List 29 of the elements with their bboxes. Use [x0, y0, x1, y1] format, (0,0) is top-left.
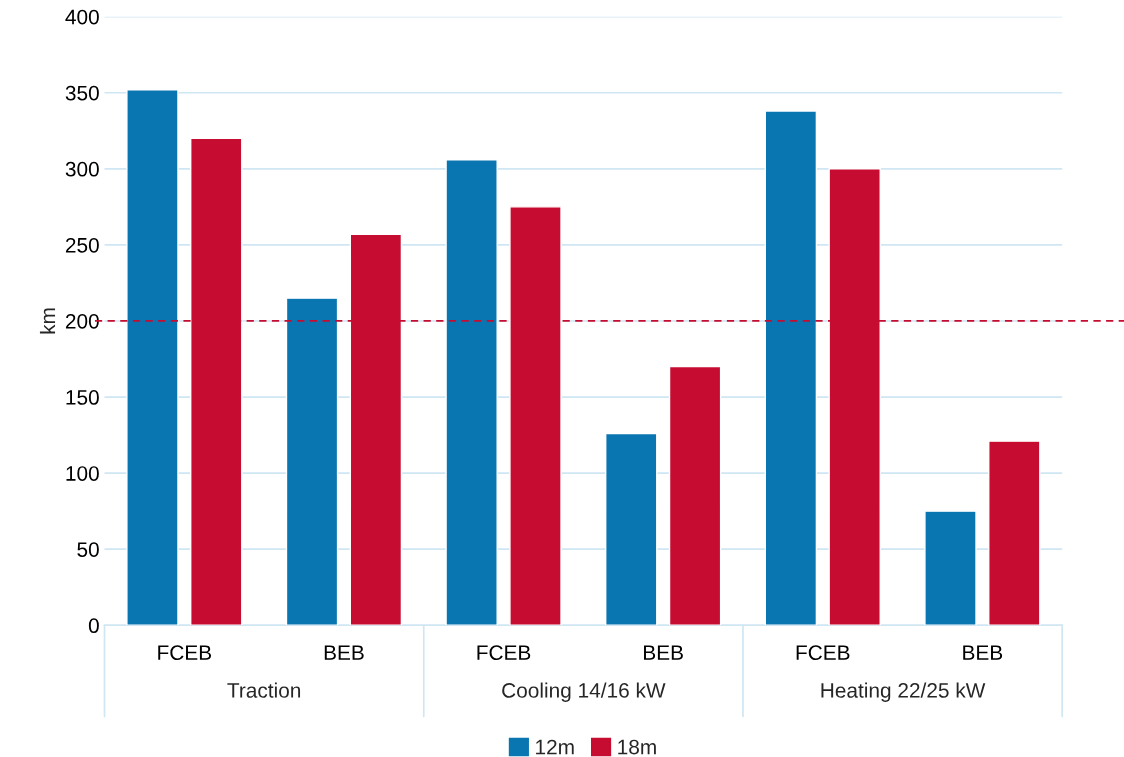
bar: [285, 297, 339, 626]
y-tick-label: 150: [66, 390, 99, 405]
bar: [605, 432, 658, 626]
x-tick-label: BEB: [644, 645, 683, 660]
y-tick-label: 350: [65, 85, 99, 101]
text: Heating 22/25 kW: [821, 682, 986, 702]
bar: [668, 365, 722, 626]
x-tick-label: FCEB: [158, 645, 212, 661]
bar: [924, 510, 977, 626]
y-tick-label: 400: [65, 9, 99, 25]
bar: [126, 88, 179, 626]
x-tick-label: BEB: [963, 645, 1003, 660]
text: Cooling 14/16 kW: [502, 682, 666, 702]
x-tick-label: BEB: [324, 645, 364, 660]
y-axis-title: km: [39, 308, 56, 334]
bar: [445, 158, 498, 626]
legend-label: 12m: [536, 739, 574, 755]
y-tick-label: 250: [65, 237, 99, 253]
y-tick-label: 0: [88, 618, 99, 634]
x-tick-label: FCEB: [477, 645, 531, 661]
bar: [764, 110, 818, 626]
y-tick-label: 300: [65, 161, 99, 177]
text: Traction: [227, 682, 301, 698]
x-tick-label: FCEB: [796, 645, 850, 661]
y-tick-label: 200: [65, 313, 99, 329]
y-tick-label: 50: [77, 542, 99, 557]
y-tick-label: 100: [66, 466, 99, 481]
bar: [988, 440, 1041, 626]
legend-label: 18m: [618, 739, 656, 755]
